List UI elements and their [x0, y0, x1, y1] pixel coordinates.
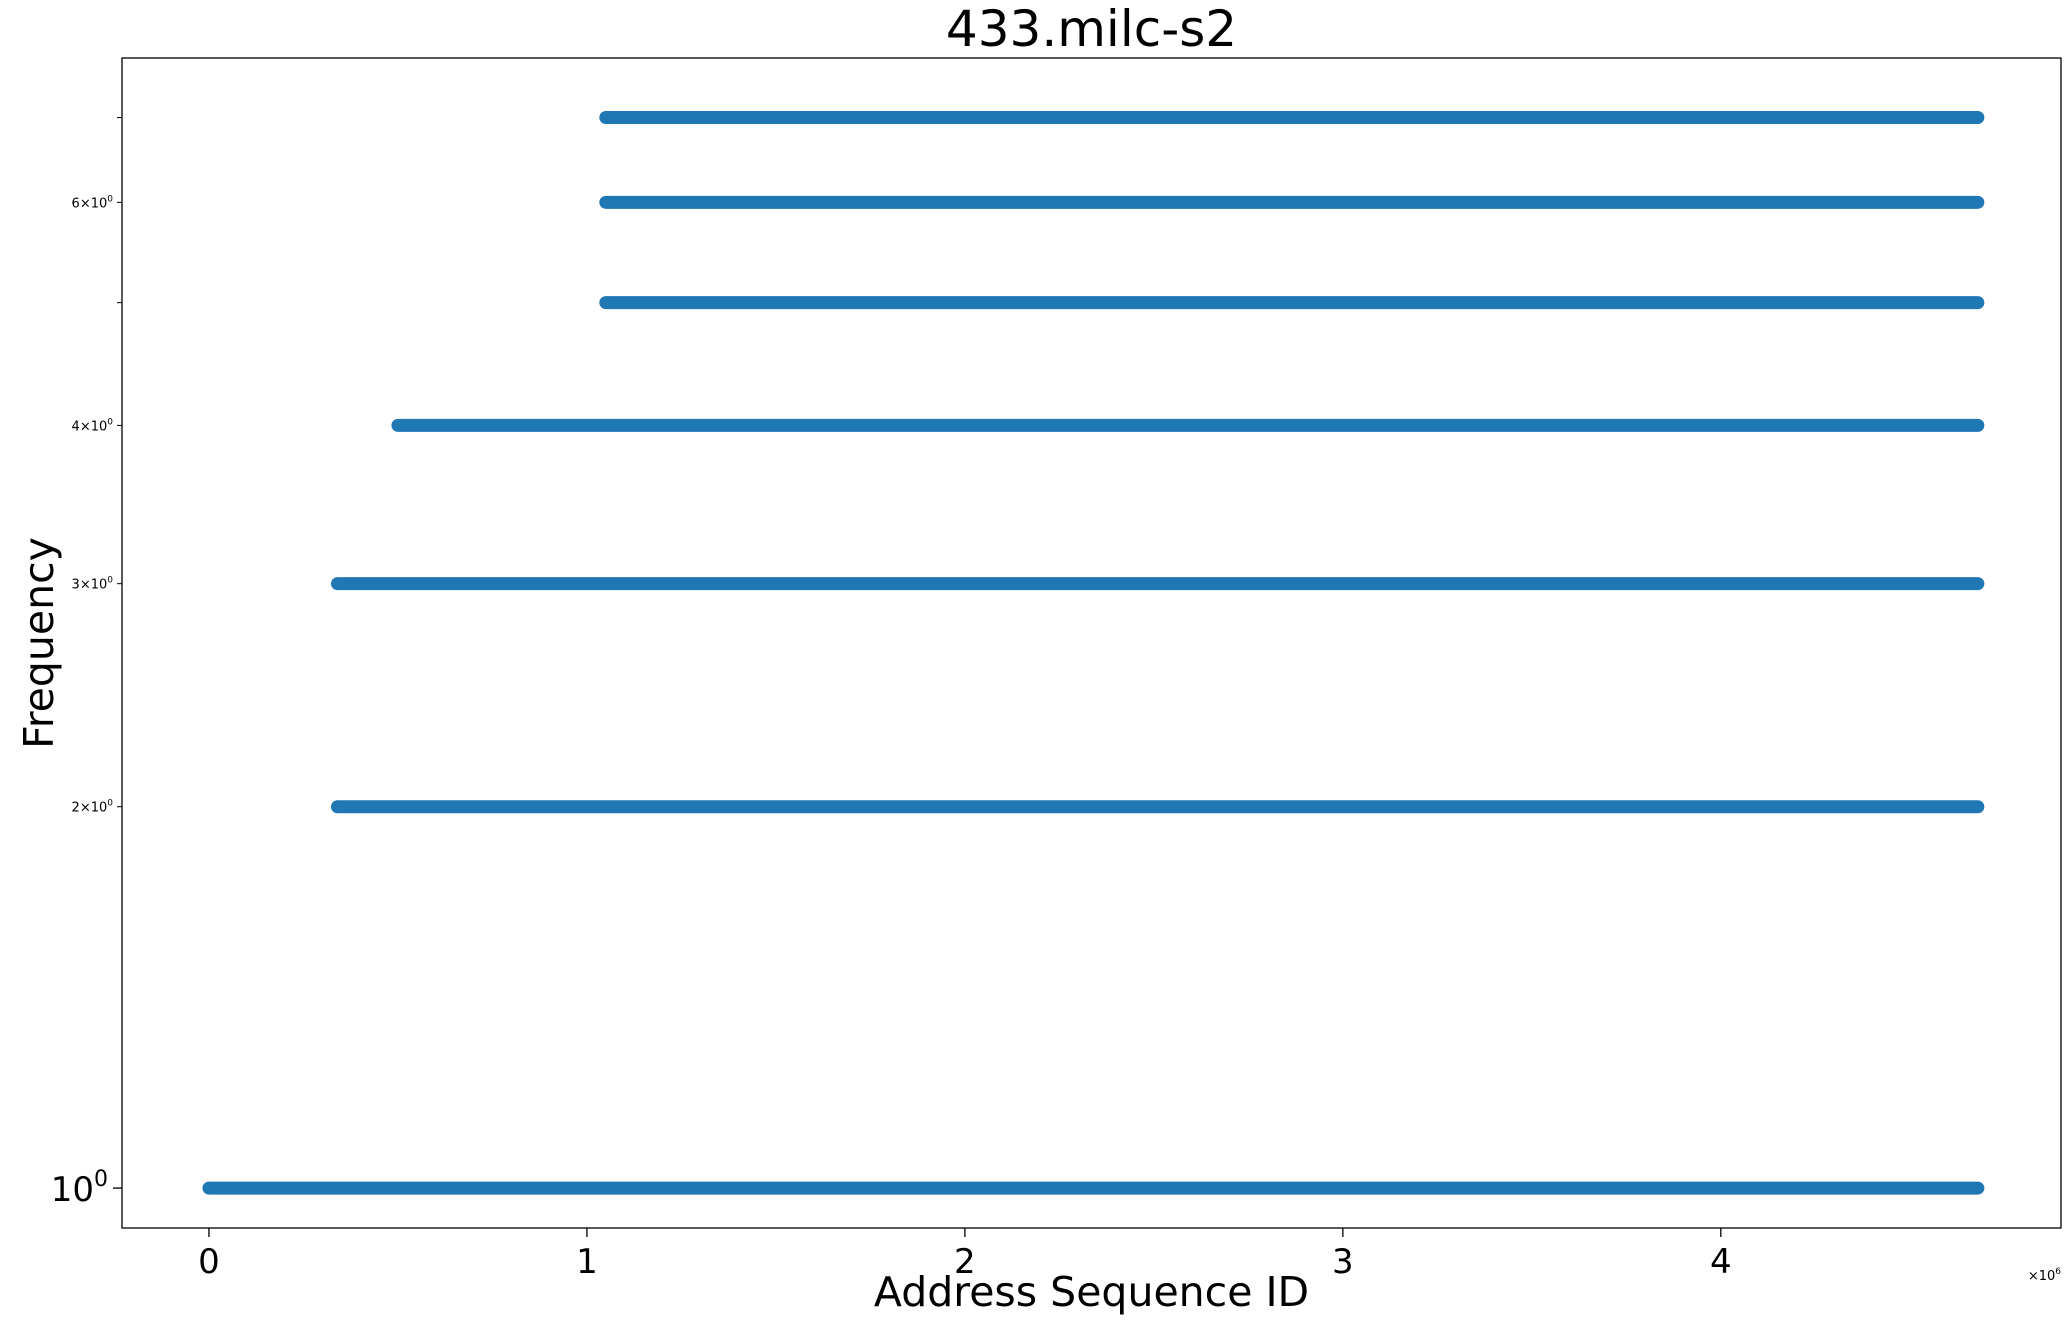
- x-tick-label: 2: [954, 1242, 976, 1282]
- x-tick-label: 4: [1710, 1242, 1732, 1282]
- x-tick-label: 1: [576, 1242, 598, 1282]
- y-axis-ticks: 100 2×100 3×100 4×100 6×100: [51, 117, 122, 1210]
- data-points: [202, 111, 1985, 1195]
- x-tick-label: 0: [198, 1242, 220, 1282]
- y-axis-label: Frequency: [15, 537, 63, 749]
- plot-area-frame: [121, 57, 2062, 1229]
- y-tick-label: 4×100: [72, 417, 114, 434]
- x-tick-label: 3: [1332, 1242, 1354, 1282]
- y-tick-label: 100: [51, 1167, 108, 1210]
- chart-title: 433.milc-s2: [946, 0, 1237, 58]
- x-axis-label: Address Sequence ID: [874, 1268, 1309, 1316]
- y-tick-label: 3×100: [72, 576, 114, 593]
- x-axis-offset-label: ×106: [2028, 1267, 2061, 1284]
- y-tick-label: 2×100: [72, 799, 114, 816]
- x-axis-ticks: 0 1 2 3 4: [198, 1228, 1732, 1282]
- y-tick-label: 6×100: [72, 194, 114, 211]
